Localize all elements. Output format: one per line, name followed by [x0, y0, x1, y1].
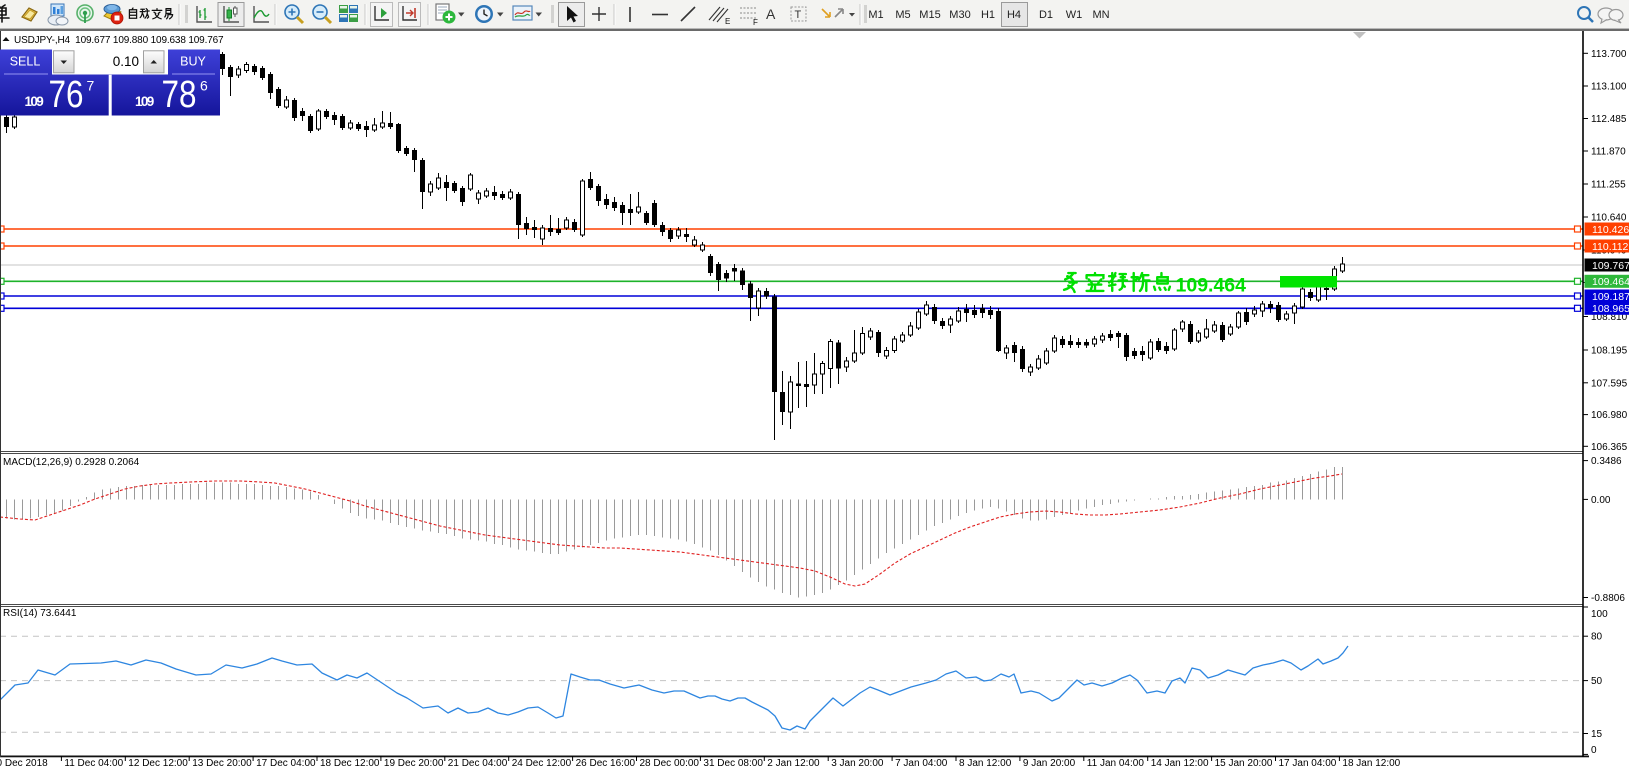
svg-text:78: 78 — [162, 74, 197, 116]
svg-text:113.700: 113.700 — [1591, 49, 1627, 60]
svg-text:RSI(14) 73.6441: RSI(14) 73.6441 — [3, 608, 77, 619]
svg-text:106.365: 106.365 — [1591, 442, 1628, 453]
svg-text:SELL: SELL — [10, 55, 41, 69]
svg-text:109.464: 109.464 — [1176, 275, 1247, 297]
svg-text:50: 50 — [1591, 676, 1603, 687]
svg-text:M1: M1 — [868, 9, 883, 21]
svg-text:T: T — [795, 9, 802, 21]
svg-text:107.595: 107.595 — [1591, 378, 1628, 389]
svg-text:F: F — [753, 18, 758, 27]
svg-text:108.965: 108.965 — [1592, 303, 1629, 315]
svg-text:109.464: 109.464 — [1592, 276, 1629, 288]
svg-text:11 Jan 04:00: 11 Jan 04:00 — [1087, 758, 1145, 769]
svg-text:M30: M30 — [949, 9, 970, 21]
svg-text:26 Dec 16:00: 26 Dec 16:00 — [576, 758, 636, 769]
svg-text:109.187: 109.187 — [1592, 291, 1629, 303]
svg-text:15: 15 — [1591, 729, 1603, 740]
svg-text:109: 109 — [135, 94, 154, 109]
svg-text:15 Jan 20:00: 15 Jan 20:00 — [1215, 758, 1273, 769]
svg-text:24 Dec 12:00: 24 Dec 12:00 — [512, 758, 572, 769]
svg-text:7: 7 — [87, 78, 95, 94]
svg-text:H4: H4 — [1007, 9, 1021, 21]
svg-text:H1: H1 — [981, 9, 995, 21]
svg-text:80: 80 — [1591, 632, 1603, 643]
svg-text:110.426: 110.426 — [1592, 224, 1629, 236]
svg-text:12 Dec 12:00: 12 Dec 12:00 — [128, 758, 188, 769]
svg-text:0.10: 0.10 — [113, 54, 139, 69]
svg-text:112.485: 112.485 — [1591, 114, 1627, 125]
svg-text:19 Dec 20:00: 19 Dec 20:00 — [384, 758, 444, 769]
svg-text:18 Dec 12:00: 18 Dec 12:00 — [320, 758, 380, 769]
svg-text:9 Jan 20:00: 9 Jan 20:00 — [1023, 758, 1076, 769]
svg-text:17 Jan 04:00: 17 Jan 04:00 — [1279, 758, 1337, 769]
svg-text:108.195: 108.195 — [1591, 346, 1628, 357]
svg-text:10 Dec 2018: 10 Dec 2018 — [0, 758, 48, 769]
svg-text:M15: M15 — [919, 9, 940, 21]
svg-text:W1: W1 — [1066, 9, 1083, 21]
svg-text:8 Jan 12:00: 8 Jan 12:00 — [959, 758, 1012, 769]
svg-text:11 Dec 04:00: 11 Dec 04:00 — [64, 758, 123, 769]
svg-text:0: 0 — [1591, 745, 1597, 756]
svg-text:31 Dec 08:00: 31 Dec 08:00 — [703, 758, 763, 769]
svg-text:E: E — [725, 17, 730, 26]
svg-text:111.255: 111.255 — [1591, 180, 1626, 191]
svg-text:MN: MN — [1092, 9, 1109, 21]
svg-text:113.100: 113.100 — [1591, 82, 1627, 93]
svg-text:109.767: 109.767 — [1592, 260, 1629, 272]
svg-text:3 Jan 20:00: 3 Jan 20:00 — [831, 758, 884, 769]
svg-text:0.3486: 0.3486 — [1591, 456, 1622, 467]
svg-text:109: 109 — [25, 94, 44, 109]
svg-text:M5: M5 — [895, 9, 910, 21]
svg-text:106.980: 106.980 — [1591, 410, 1628, 421]
svg-text:7 Jan 04:00: 7 Jan 04:00 — [895, 758, 948, 769]
svg-text:-0.8806: -0.8806 — [1591, 593, 1625, 604]
svg-text:2 Jan 12:00: 2 Jan 12:00 — [767, 758, 820, 769]
svg-text:28 Dec 00:00: 28 Dec 00:00 — [640, 758, 700, 769]
svg-text:A: A — [766, 6, 776, 22]
svg-text:21 Dec 04:00: 21 Dec 04:00 — [448, 758, 508, 769]
svg-text:BUY: BUY — [180, 55, 206, 69]
svg-text:76: 76 — [49, 74, 84, 116]
svg-text:D1: D1 — [1039, 9, 1053, 21]
svg-text:110.640: 110.640 — [1591, 213, 1627, 224]
svg-text:MACD(12,26,9) 0.2928 0.2064: MACD(12,26,9) 0.2928 0.2064 — [3, 457, 140, 468]
svg-text:18 Jan 12:00: 18 Jan 12:00 — [1342, 758, 1400, 769]
svg-text:17 Dec 04:00: 17 Dec 04:00 — [256, 758, 316, 769]
svg-text:0.00: 0.00 — [1591, 495, 1611, 506]
svg-text:13 Dec 20:00: 13 Dec 20:00 — [192, 758, 252, 769]
svg-text:6: 6 — [200, 78, 208, 94]
svg-text:USDJPY-,H4 109.677 109.880 10: USDJPY-,H4 109.677 109.880 109.638 109.7… — [14, 35, 224, 46]
svg-text:110.112: 110.112 — [1592, 241, 1629, 253]
svg-text:100: 100 — [1591, 609, 1608, 620]
svg-text:111.870: 111.870 — [1591, 147, 1626, 158]
svg-text:108.810: 108.810 — [1591, 312, 1628, 323]
svg-text:14 Jan 12:00: 14 Jan 12:00 — [1151, 758, 1209, 769]
